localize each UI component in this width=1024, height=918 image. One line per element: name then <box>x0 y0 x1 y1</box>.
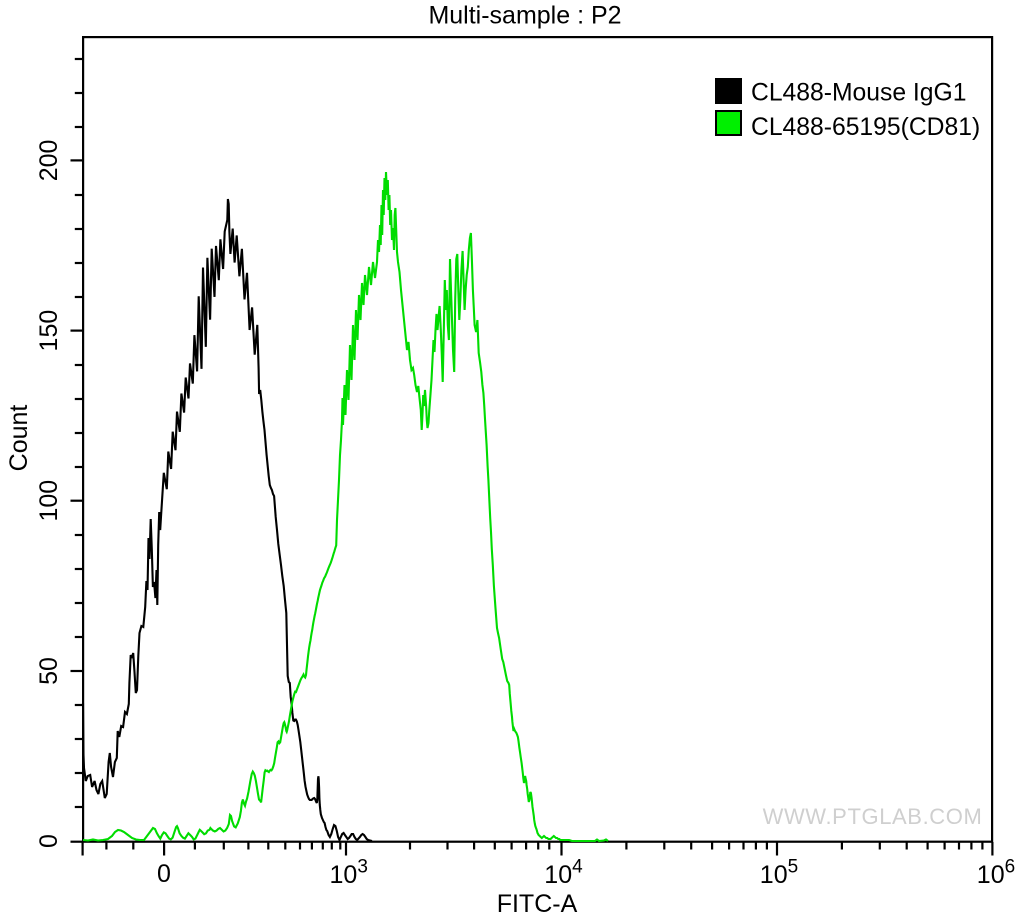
svg-text:200: 200 <box>35 140 63 182</box>
svg-text:CL488-Mouse IgG1: CL488-Mouse IgG1 <box>751 80 966 107</box>
svg-text:0: 0 <box>35 834 63 848</box>
svg-text:Multi-sample : P2: Multi-sample : P2 <box>428 2 621 30</box>
svg-text:100: 100 <box>35 480 63 522</box>
svg-text:0: 0 <box>157 860 171 888</box>
svg-text:FITC-A: FITC-A <box>497 890 578 918</box>
svg-text:Count: Count <box>5 405 33 472</box>
svg-text:WWW.PTGLAB.COM: WWW.PTGLAB.COM <box>763 804 983 829</box>
svg-text:50: 50 <box>35 657 63 685</box>
svg-text:CL488-65195(CD81): CL488-65195(CD81) <box>751 114 980 141</box>
svg-text:150: 150 <box>35 310 63 352</box>
svg-text:WWW.PTGLAB.COM: WWW.PTGLAB.COM <box>764 805 984 830</box>
